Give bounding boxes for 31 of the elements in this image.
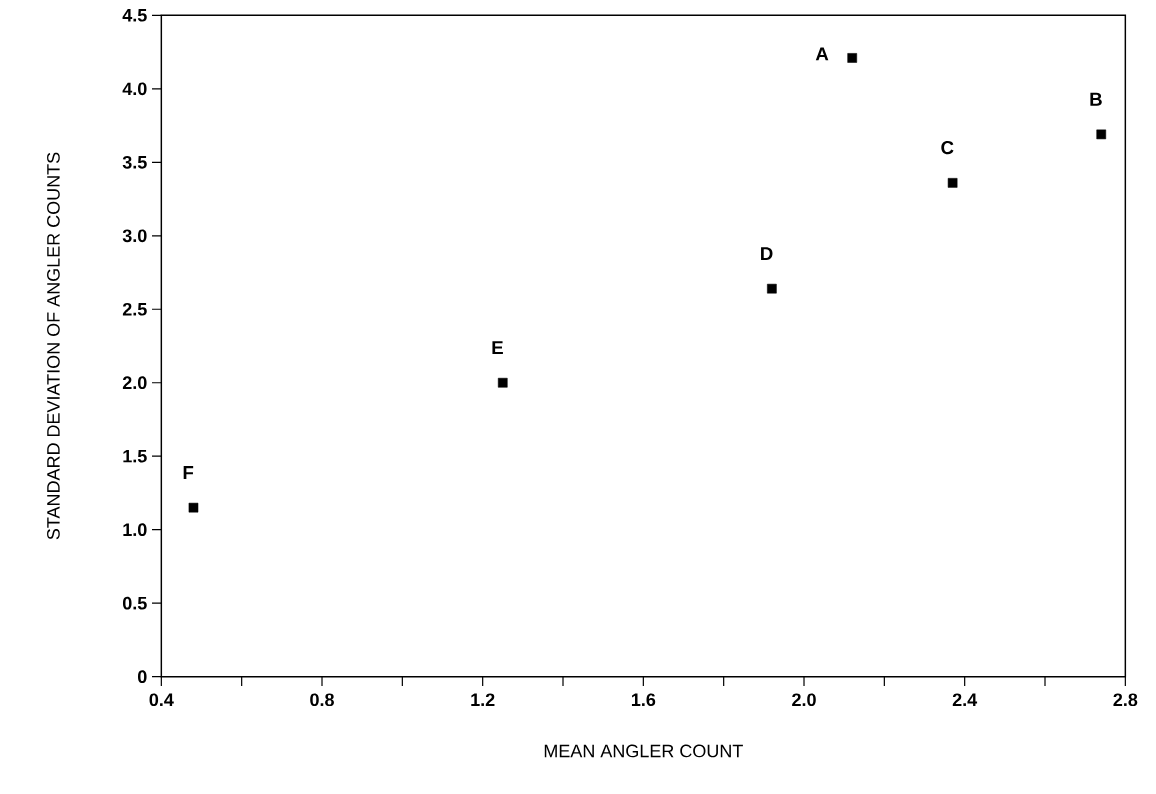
annotation: B — [1090, 92, 1102, 106]
y-tick-label: 1.0 — [123, 523, 147, 537]
y-tick-label: 4.0 — [122, 82, 147, 96]
point — [767, 283, 777, 294]
point — [1096, 129, 1107, 140]
x-tick-label: 2.0 — [792, 693, 816, 707]
x-tick-label: 2.8 — [1113, 693, 1138, 707]
annotation: C — [941, 140, 954, 155]
y-tick-label: 2.0 — [122, 376, 147, 390]
y-tick-label: 3.0 — [122, 229, 147, 243]
x-tick-label: 1.2 — [471, 693, 495, 706]
y-tick-label: 1.5 — [123, 449, 147, 463]
x-tick-label: 0.8 — [310, 693, 334, 707]
x-tick-label: 2.4 — [952, 693, 978, 706]
y-tick-label: 2.5 — [122, 302, 147, 316]
point — [188, 502, 199, 513]
x-tick-label: 0.4 — [149, 693, 174, 707]
x-tick-label: 1.6 — [631, 693, 656, 707]
y-tick-label: 0.5 — [122, 596, 147, 610]
annotation: D — [761, 247, 773, 260]
y-tick-label: 4.5 — [122, 9, 147, 22]
annotation: F — [183, 466, 194, 479]
point — [497, 377, 508, 388]
y-axis-title: STANDARD DEVIATION OF ANGLER COUNTS — [47, 152, 60, 540]
y-tick-label: 0 — [137, 670, 147, 684]
point — [947, 178, 958, 188]
point — [847, 53, 858, 63]
x-axis-title: MEAN ANGLER COUNT — [544, 744, 743, 758]
annotation: A — [815, 47, 829, 61]
y-tick-label: 3.5 — [122, 155, 147, 169]
annotation: E — [492, 341, 503, 355]
